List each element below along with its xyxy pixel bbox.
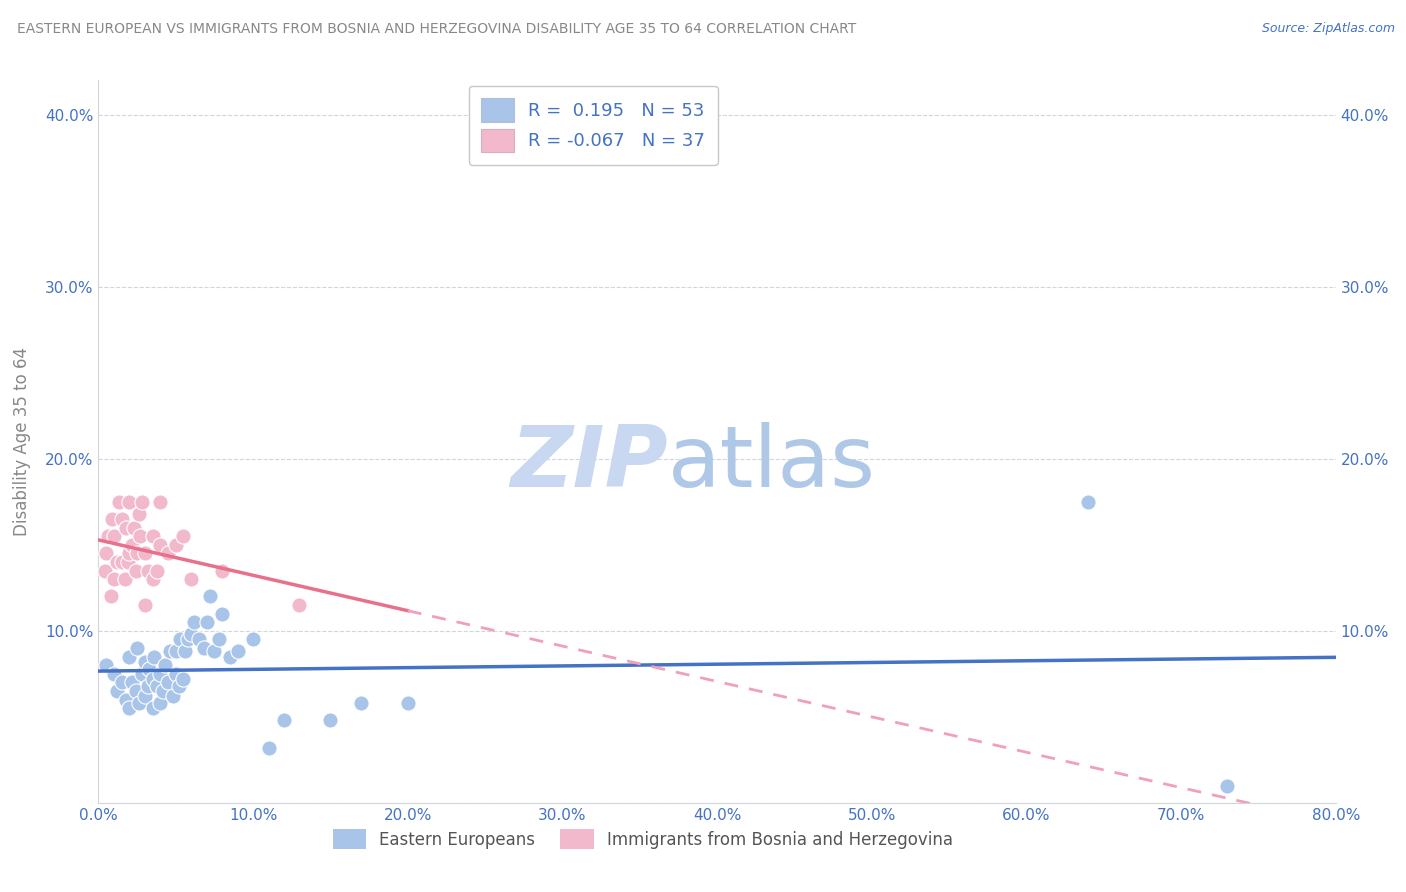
- Text: ZIP: ZIP: [510, 422, 668, 505]
- Point: [143, 649, 166, 664]
- Point: [180, 627, 202, 641]
- Point: [101, 512, 124, 526]
- Point: [131, 494, 153, 508]
- Point: [149, 538, 172, 552]
- Point: [128, 696, 150, 710]
- Point: [188, 632, 211, 647]
- Point: [129, 529, 152, 543]
- Point: [157, 675, 180, 690]
- Point: [136, 564, 159, 578]
- Point: [105, 684, 128, 698]
- Point: [165, 538, 187, 552]
- Point: [121, 538, 143, 552]
- Point: [122, 520, 145, 534]
- Point: [180, 572, 202, 586]
- Point: [174, 644, 197, 658]
- Point: [111, 675, 132, 690]
- Point: [165, 644, 187, 658]
- Point: [118, 494, 141, 508]
- Point: [103, 666, 125, 681]
- Point: [149, 696, 172, 710]
- Point: [169, 632, 191, 647]
- Point: [273, 713, 295, 727]
- Point: [136, 679, 159, 693]
- Point: [159, 644, 181, 658]
- Point: [100, 590, 122, 604]
- Point: [172, 529, 194, 543]
- Point: [127, 640, 149, 655]
- Point: [193, 640, 215, 655]
- Point: [118, 701, 141, 715]
- Point: [96, 658, 118, 673]
- Point: [149, 666, 172, 681]
- Text: EASTERN EUROPEAN VS IMMIGRANTS FROM BOSNIA AND HERZEGOVINA DISABILITY AGE 35 TO : EASTERN EUROPEAN VS IMMIGRANTS FROM BOSN…: [17, 22, 856, 37]
- Point: [167, 679, 190, 693]
- Point: [141, 701, 165, 715]
- Point: [1077, 494, 1099, 508]
- Point: [219, 649, 242, 664]
- Point: [211, 607, 233, 621]
- Point: [111, 512, 132, 526]
- Point: [134, 598, 156, 612]
- Legend: Eastern Europeans, Immigrants from Bosnia and Herzegovina: Eastern Europeans, Immigrants from Bosni…: [326, 822, 960, 856]
- Point: [127, 546, 149, 560]
- Point: [226, 644, 249, 658]
- Point: [198, 590, 221, 604]
- Point: [149, 494, 172, 508]
- Point: [165, 666, 187, 681]
- Point: [124, 564, 146, 578]
- Point: [195, 615, 218, 630]
- Point: [121, 675, 143, 690]
- Point: [93, 564, 115, 578]
- Point: [288, 598, 311, 612]
- Point: [396, 696, 419, 710]
- Point: [115, 692, 138, 706]
- Point: [208, 632, 231, 647]
- Text: Source: ZipAtlas.com: Source: ZipAtlas.com: [1261, 22, 1395, 36]
- Point: [138, 662, 160, 676]
- Point: [152, 684, 174, 698]
- Point: [111, 555, 132, 569]
- Point: [118, 546, 141, 560]
- Point: [146, 679, 169, 693]
- Point: [177, 632, 200, 647]
- Point: [134, 689, 156, 703]
- Point: [183, 615, 205, 630]
- Point: [114, 572, 136, 586]
- Point: [141, 529, 165, 543]
- Point: [157, 546, 180, 560]
- Point: [146, 564, 169, 578]
- Point: [103, 529, 125, 543]
- Point: [105, 555, 128, 569]
- Point: [204, 644, 226, 658]
- Point: [319, 713, 342, 727]
- Text: atlas: atlas: [668, 422, 876, 505]
- Point: [162, 689, 184, 703]
- Point: [103, 572, 125, 586]
- Point: [211, 564, 233, 578]
- Point: [131, 666, 153, 681]
- Point: [96, 546, 118, 560]
- Y-axis label: Disability Age 35 to 64: Disability Age 35 to 64: [13, 347, 31, 536]
- Point: [1216, 779, 1239, 793]
- Point: [117, 555, 139, 569]
- Point: [115, 520, 138, 534]
- Point: [257, 740, 280, 755]
- Point: [134, 546, 156, 560]
- Point: [153, 658, 176, 673]
- Point: [242, 632, 264, 647]
- Point: [118, 649, 141, 664]
- Point: [172, 672, 194, 686]
- Point: [128, 507, 150, 521]
- Point: [134, 655, 156, 669]
- Point: [350, 696, 373, 710]
- Point: [141, 672, 165, 686]
- Point: [141, 572, 165, 586]
- Point: [97, 529, 120, 543]
- Point: [107, 494, 129, 508]
- Point: [124, 684, 146, 698]
